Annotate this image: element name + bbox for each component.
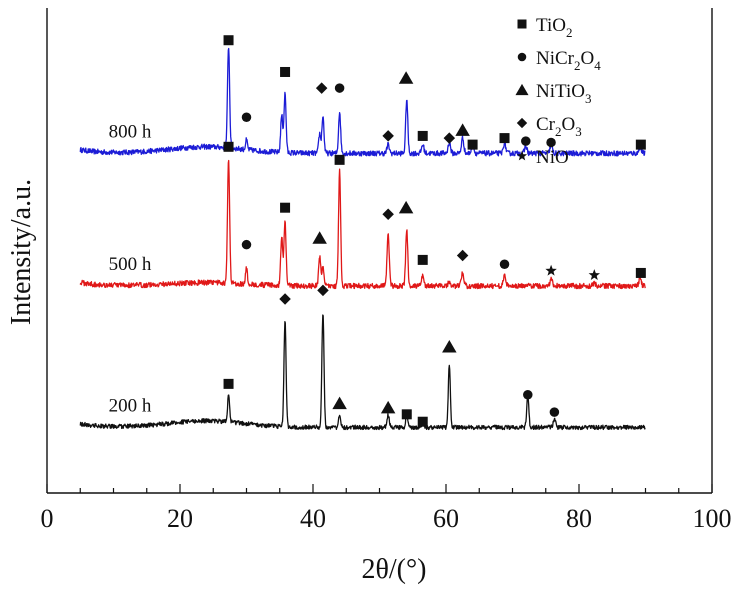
square-marker	[223, 35, 234, 46]
square-marker	[635, 139, 646, 150]
circle-marker	[241, 112, 252, 122]
square-marker	[635, 267, 646, 278]
circle-legend-icon	[517, 52, 527, 62]
x-tick-label: 60	[433, 504, 459, 533]
circle-marker	[499, 259, 510, 269]
series-group: 800 h 500 h 200 h	[79, 47, 646, 431]
legend-text-part: TiO	[536, 15, 566, 36]
star-marker	[588, 269, 600, 280]
legend-subscript: 4	[594, 58, 601, 73]
legend-subscript: 3	[585, 91, 592, 106]
diamond-marker	[382, 130, 394, 142]
series-label: 800 h	[109, 121, 152, 142]
square-legend-icon	[517, 19, 527, 29]
legend-label: TiO2	[536, 15, 572, 40]
square-marker	[467, 139, 478, 150]
square-marker	[280, 66, 291, 77]
legend-text-part: NiCr	[536, 48, 575, 69]
circle-marker	[523, 390, 533, 400]
x-axis-title: 2θ/(°)	[361, 554, 426, 585]
x-tick-label: 100	[693, 504, 732, 533]
triangle-marker	[442, 340, 457, 353]
triangle-marker	[332, 396, 347, 410]
square-marker	[417, 130, 428, 141]
legend-text-part: NiO	[536, 147, 569, 168]
star-marker	[545, 264, 557, 276]
legend-text-part: Cr	[536, 114, 556, 135]
x-tick-label: 20	[167, 504, 193, 533]
square-marker	[334, 154, 345, 165]
square-marker	[417, 254, 428, 265]
legend-subscript: 3	[575, 124, 582, 139]
x-tick-label: 0	[41, 504, 54, 533]
circle-marker	[549, 407, 560, 417]
diamond-legend-icon	[516, 117, 528, 129]
legend-subscript: 2	[574, 58, 581, 73]
x-tick-label: 40	[300, 504, 326, 533]
circle-marker	[521, 136, 531, 146]
circle-marker	[334, 83, 345, 93]
diamond-marker	[279, 293, 291, 305]
phase-markers	[223, 35, 646, 427]
series-line	[79, 314, 646, 431]
diamond-marker	[317, 284, 329, 297]
diamond-marker	[382, 208, 394, 220]
square-marker	[223, 141, 234, 152]
circle-marker	[546, 137, 556, 148]
series-label: 500 h	[109, 254, 152, 275]
x-tick-label: 80	[566, 504, 592, 533]
triangle-legend-icon	[515, 83, 529, 96]
diamond-marker	[443, 132, 456, 144]
diamond-marker	[456, 249, 469, 262]
square-marker	[401, 409, 412, 420]
series-label: 200 h	[109, 395, 152, 416]
square-marker	[280, 202, 291, 213]
triangle-marker	[312, 231, 327, 244]
legend-label: Cr2O3	[536, 114, 582, 139]
legend-text-part: NiTiO	[536, 81, 585, 102]
triangle-marker	[398, 200, 414, 214]
legend-label: NiO	[536, 147, 569, 168]
axes: 0 20 40 60 80 100	[41, 8, 732, 533]
legend-label: NiCr2O4	[536, 48, 601, 73]
triangle-marker	[455, 123, 470, 136]
star-legend-icon	[516, 150, 528, 161]
legend-text-part: O	[581, 48, 595, 69]
circle-marker	[241, 239, 252, 250]
triangle-marker	[380, 400, 396, 414]
diamond-marker	[315, 82, 328, 94]
series-line	[79, 159, 646, 290]
triangle-marker	[398, 71, 414, 84]
square-marker	[223, 378, 234, 389]
legend-label: NiTiO3	[536, 81, 591, 106]
legend-text-part: O	[562, 114, 576, 135]
square-marker	[499, 133, 510, 144]
legend-subscript: 2	[555, 124, 562, 139]
legend-subscript: 2	[566, 25, 573, 40]
square-marker	[417, 416, 428, 427]
y-axis-title: Intensity/a.u.	[6, 179, 37, 325]
